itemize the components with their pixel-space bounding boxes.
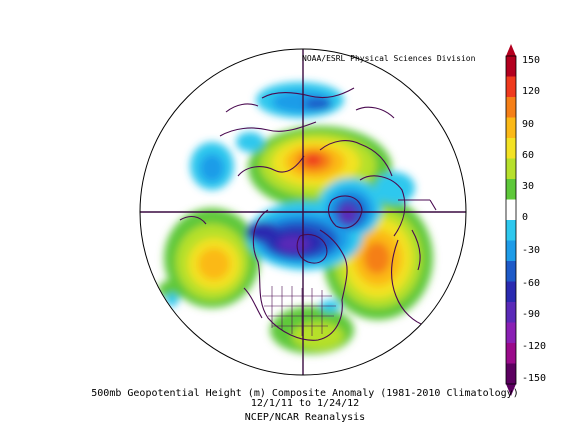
- colorbar-segment: [506, 158, 516, 180]
- colorbar-segment: [506, 240, 516, 262]
- credit-label: NOAA/ESRL Physical Sciences Division: [302, 54, 476, 63]
- colorbar-segment: [506, 220, 516, 241]
- colorbar-tick: -150: [522, 373, 547, 384]
- date-range: 12/1/11 to 1/24/12: [250, 398, 360, 409]
- state-borders: [262, 286, 336, 336]
- colorbar: [505, 44, 517, 396]
- colorbar-tick: -120: [522, 341, 547, 352]
- colorbar-segment: [506, 76, 516, 98]
- meridian-lines: [140, 49, 466, 375]
- colorbar-tick: 0: [522, 212, 529, 223]
- anomaly-field: [140, 49, 466, 375]
- colorbar-tick: 120: [522, 86, 541, 97]
- colorbar-tick: 60: [522, 150, 535, 161]
- colorbar-segment: [506, 322, 516, 344]
- colorbar-segment: [506, 281, 516, 303]
- colorbar-segment: [506, 261, 516, 282]
- colorbar-tick: -60: [522, 278, 541, 289]
- coastlines: [179, 87, 437, 341]
- colorbar-top-arrow: [506, 44, 516, 56]
- colorbar-segment: [506, 179, 516, 200]
- colorbar-segment: [506, 97, 516, 118]
- colorbar-segment: [506, 363, 516, 385]
- colorbar-segment: [506, 56, 516, 77]
- data-source: NCEP/NCAR Reanalysis: [244, 412, 366, 423]
- colorbar-tick: 150: [522, 55, 541, 66]
- colorbar-segment: [506, 199, 516, 221]
- map-title: 500mb Geopotential Height (m) Composite …: [91, 388, 519, 399]
- colorbar-segment: [506, 138, 516, 159]
- colorbar-segment: [506, 117, 516, 139]
- colorbar-tick: 30: [522, 181, 535, 192]
- colorbar-tick: 90: [522, 119, 535, 130]
- colorbar-segment: [506, 343, 516, 364]
- map-border: [139, 48, 467, 376]
- colorbar-tick: -30: [522, 245, 541, 256]
- colorbar-segment: [506, 302, 516, 323]
- colorbar-tick: -90: [522, 309, 541, 320]
- colorbar-bottom-arrow: [506, 384, 516, 396]
